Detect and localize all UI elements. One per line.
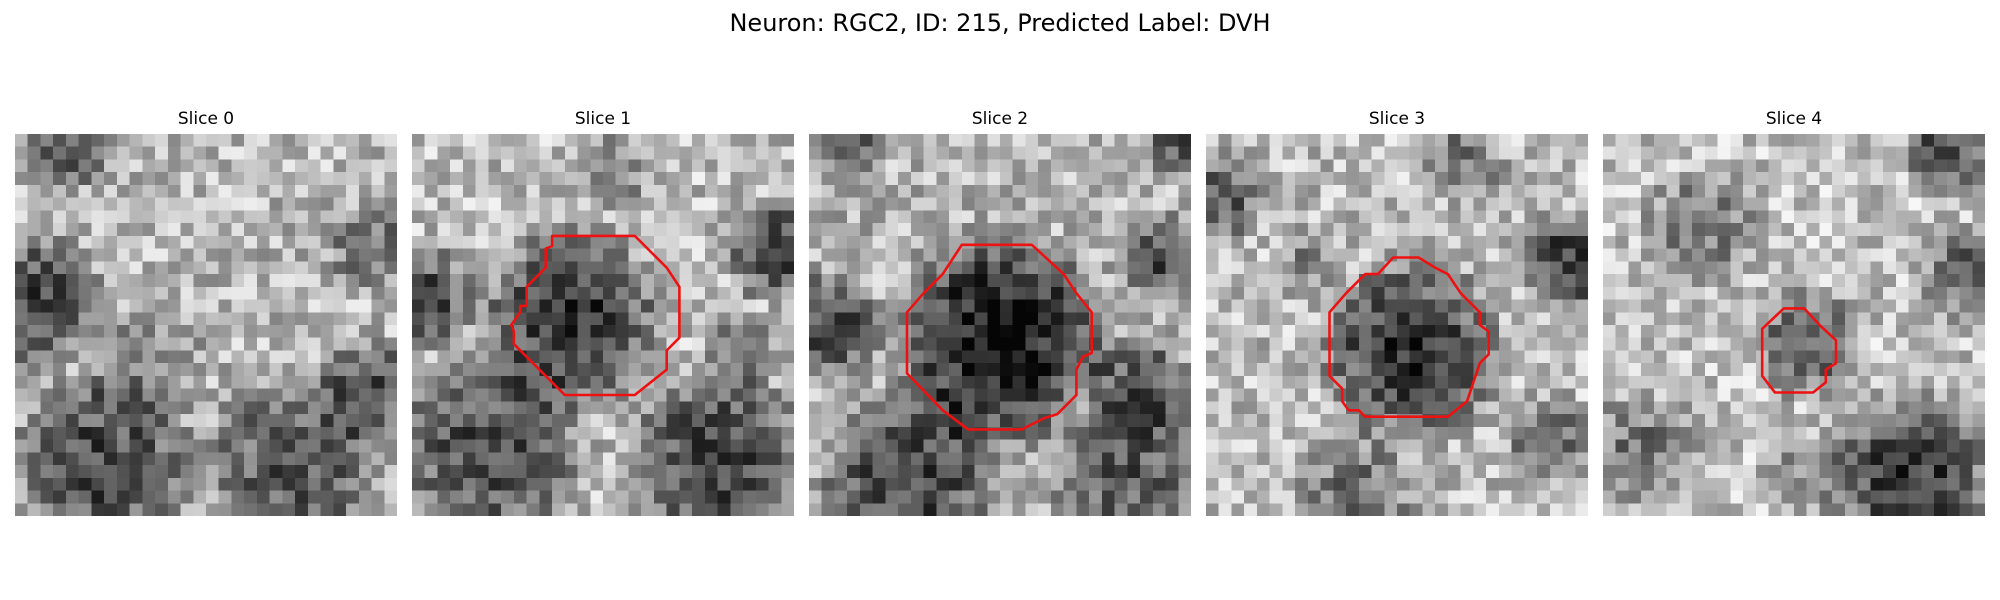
slice-pixels: [1206, 134, 1588, 516]
slice-title: Slice 4: [1765, 109, 1823, 129]
slice-image: [15, 134, 397, 516]
slice-panel-4: Slice 4: [1603, 108, 1985, 516]
slice-image: [412, 134, 794, 516]
slice-pixels: [412, 134, 794, 516]
slice-pixels: [809, 134, 1191, 516]
slice-panel-3: Slice 3: [1206, 108, 1588, 516]
slice-panel-2: Slice 2: [809, 108, 1191, 516]
figure-title: Neuron: RGC2, ID: 215, Predicted Label: …: [729, 9, 1271, 37]
slice-pixels: [1603, 134, 1985, 516]
roi-contour: [1760, 307, 1838, 394]
roi-contour: [905, 243, 1094, 431]
roi-contour: [1328, 256, 1491, 419]
slice-image: [1206, 134, 1588, 516]
slice-title: Slice 2: [971, 109, 1029, 129]
slice-panel-0: Slice 0: [15, 108, 397, 516]
slice-image: [809, 134, 1191, 516]
slice-image: [1603, 134, 1985, 516]
slice-title: Slice 1: [574, 109, 632, 129]
slice-pixels: [15, 134, 397, 516]
slice-title: Slice 0: [177, 109, 235, 129]
roi-contour: [510, 234, 681, 397]
slice-title: Slice 3: [1368, 109, 1426, 129]
slice-panel-1: Slice 1: [412, 108, 794, 516]
